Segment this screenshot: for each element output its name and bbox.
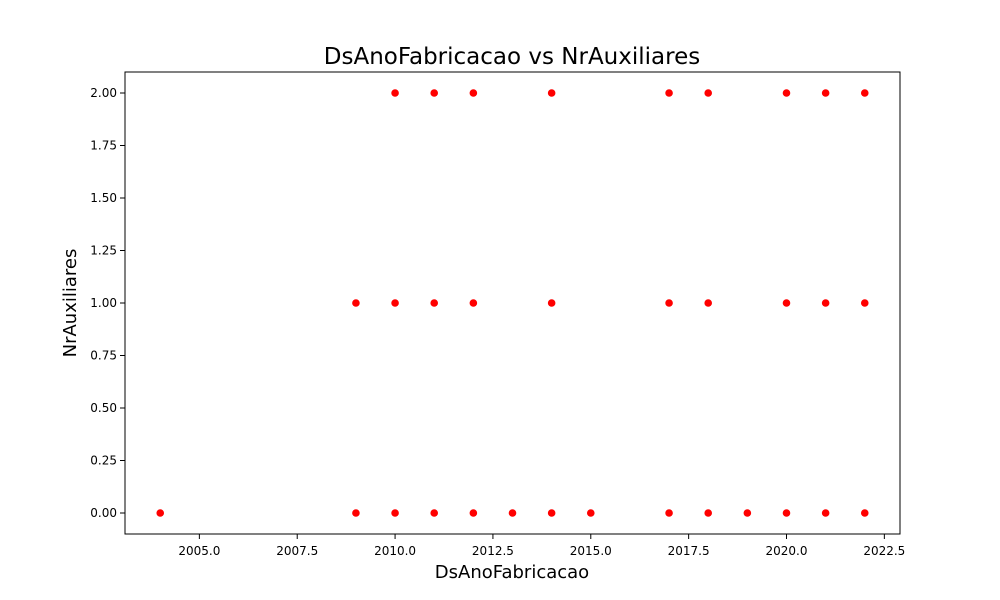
y-tick-label: 0.50 bbox=[90, 401, 117, 415]
data-point bbox=[391, 89, 399, 97]
x-axis-title: DsAnoFabricacao bbox=[435, 562, 589, 583]
data-point bbox=[430, 509, 439, 517]
x-axis-ticks: 2005.0 2007.5 2010.0 2012.5 2015.0 2017.5 2020… bbox=[178, 534, 905, 558]
data-point bbox=[430, 299, 439, 307]
y-tick-label: 1.75 bbox=[90, 139, 117, 153]
data-point bbox=[665, 509, 673, 517]
data-point bbox=[391, 509, 399, 517]
x-tick-label: 2012.5 bbox=[472, 544, 514, 558]
x-tick-label: 2022.5 bbox=[863, 544, 905, 558]
data-point bbox=[704, 509, 713, 517]
data-point bbox=[547, 299, 556, 307]
x-tick-label: 2015.0 bbox=[570, 544, 612, 558]
y-tick-label: 1.00 bbox=[90, 296, 117, 310]
y-axis-title: NrAuxiliares bbox=[60, 249, 81, 358]
data-point bbox=[860, 89, 869, 97]
data-point bbox=[586, 509, 595, 517]
data-point bbox=[821, 299, 830, 307]
data-point bbox=[391, 299, 399, 307]
data-point bbox=[704, 89, 713, 97]
data-point bbox=[665, 299, 673, 307]
data-point bbox=[665, 89, 673, 97]
data-point bbox=[469, 299, 478, 307]
y-tick-label: 0.25 bbox=[90, 454, 117, 468]
data-point bbox=[547, 509, 556, 517]
y-tick-label: 0.00 bbox=[90, 506, 117, 520]
y-tick-label: 0.75 bbox=[90, 349, 117, 363]
data-point bbox=[704, 299, 713, 307]
data-point bbox=[743, 509, 752, 517]
data-point bbox=[352, 509, 360, 517]
data-point bbox=[782, 509, 791, 517]
x-tick-label: 2007.5 bbox=[276, 544, 318, 558]
data-point bbox=[469, 509, 478, 517]
chart-title: DsAnoFabricacao vs NrAuxiliares bbox=[324, 44, 700, 70]
y-tick-label: 1.25 bbox=[90, 244, 117, 258]
data-point bbox=[156, 509, 165, 517]
x-tick-label: 2010.0 bbox=[374, 544, 416, 558]
data-point bbox=[469, 89, 478, 97]
data-point bbox=[782, 299, 791, 307]
data-point bbox=[860, 299, 869, 307]
points-layer bbox=[156, 89, 869, 517]
data-point bbox=[430, 89, 439, 97]
data-point bbox=[508, 509, 517, 517]
data-point bbox=[821, 89, 830, 97]
x-tick-label: 2005.0 bbox=[178, 544, 220, 558]
data-point bbox=[821, 509, 830, 517]
data-point bbox=[352, 299, 360, 307]
data-point bbox=[782, 89, 791, 97]
data-point bbox=[860, 509, 869, 517]
y-axis-ticks: 0.00 0.25 0.50 0.75 1.00 1.25 1.50 1.75 2.00 bbox=[90, 86, 125, 520]
y-tick-label: 2.00 bbox=[90, 86, 117, 100]
data-point bbox=[547, 89, 556, 97]
x-tick-label: 2017.5 bbox=[668, 544, 710, 558]
y-tick-label: 1.50 bbox=[90, 191, 117, 205]
x-tick-label: 2020.0 bbox=[765, 544, 807, 558]
